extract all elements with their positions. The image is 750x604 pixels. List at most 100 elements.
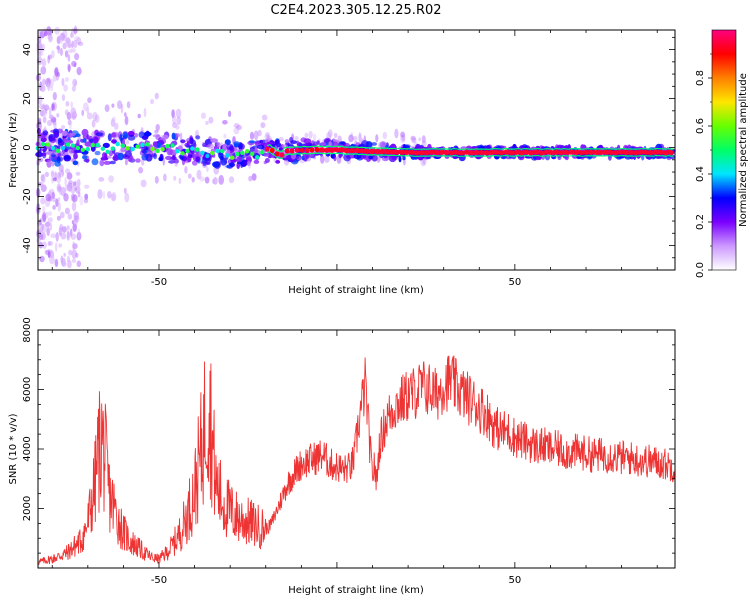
spectrogram-ridge-rim-upper bbox=[267, 144, 674, 153]
spectrogram-speckle bbox=[375, 134, 379, 143]
spectrogram-band-cell bbox=[229, 145, 234, 151]
spectrogram-band-cell bbox=[236, 156, 243, 163]
spectrogram-speckle bbox=[47, 35, 53, 40]
spectrogram-ridge-cell bbox=[150, 146, 155, 152]
spectrogram-band-cell bbox=[165, 155, 173, 161]
spectrogram-speckle bbox=[138, 166, 144, 174]
spectrogram-speckle bbox=[117, 100, 123, 109]
spectrogram-speckle bbox=[54, 242, 58, 252]
colorbar-tick-label: 0.2 bbox=[695, 214, 706, 230]
spectrogram-band-cell bbox=[195, 135, 201, 140]
spectrogram-speckle bbox=[71, 220, 75, 225]
spectrogram-band-cell bbox=[158, 156, 163, 162]
spectrogram-speckle bbox=[222, 120, 228, 125]
spectrogram-band-cell bbox=[401, 144, 405, 149]
snr-ticks: -50 50 2000 4000 6000 8000 bbox=[22, 317, 675, 586]
spectrogram-speckle bbox=[38, 30, 42, 36]
spectrogram-speckle bbox=[73, 217, 78, 227]
spectrogram-speckle bbox=[233, 127, 240, 135]
spectrogram-speckle bbox=[66, 112, 72, 120]
spectrogram-ridge-cell bbox=[220, 148, 225, 154]
figure-title: C2E4.2023.305.12.25.R02 bbox=[270, 3, 441, 18]
spectrogram-speckle bbox=[410, 135, 416, 141]
spectrogram-ridge-cell bbox=[190, 146, 195, 151]
spectrogram-speckle bbox=[52, 103, 55, 110]
spectrogram-speckle bbox=[40, 197, 45, 205]
spectrogram-speckle bbox=[304, 132, 309, 138]
spectrogram-band-cell bbox=[319, 153, 323, 157]
spectrogram-speckle bbox=[48, 114, 55, 120]
spectrogram-band-cell bbox=[191, 160, 198, 166]
spectrogram-band-cell bbox=[134, 133, 138, 138]
spectrogram-speckle bbox=[76, 260, 82, 268]
spectrogram-speckle bbox=[67, 119, 72, 126]
spectrogram-speckle bbox=[56, 183, 62, 193]
spectrogram-speckle bbox=[206, 166, 209, 173]
spectrogram-band-cell bbox=[102, 152, 107, 160]
spectrogram-x-axis-label: Height of straight line (km) bbox=[288, 285, 424, 296]
spectrogram-speckle bbox=[187, 173, 192, 179]
spectrogram-speckle bbox=[84, 193, 89, 200]
spectrogram-band-cell bbox=[41, 152, 47, 157]
spectrogram-ridge-cell bbox=[210, 150, 215, 156]
spectrogram-speckle bbox=[50, 251, 54, 259]
spectrogram-speckle bbox=[253, 130, 259, 141]
spectrogram-speckle bbox=[48, 211, 52, 216]
spectrogram-y-tick-label: 40 bbox=[22, 43, 33, 56]
spectrogram-speckle bbox=[137, 113, 141, 119]
colorbar-tick-label: 0.6 bbox=[695, 118, 706, 134]
spectrogram-ridge-cell bbox=[260, 150, 265, 155]
spectrogram-band-cell bbox=[162, 134, 169, 140]
spectrogram-speckle bbox=[57, 202, 61, 212]
spectrogram-ridge-cell bbox=[70, 143, 76, 148]
spectrogram-speckle bbox=[54, 26, 60, 35]
spectrogram-speckle bbox=[205, 120, 209, 125]
spectrogram-band-cell bbox=[72, 160, 79, 166]
colorbar-label: Normalized spectral amplitude bbox=[738, 73, 749, 227]
spectrogram-speckle bbox=[124, 158, 128, 166]
spectrogram-speckle bbox=[73, 39, 78, 49]
spectrogram-ticks: -50 50 -40 -20 0 20 40 bbox=[22, 30, 675, 288]
snr-y-tick-label: 6000 bbox=[22, 377, 33, 402]
spectrogram-speckle bbox=[57, 45, 60, 54]
spectrogram-band-cell bbox=[94, 150, 101, 156]
spectrogram-speckle bbox=[308, 130, 313, 139]
snr-panel: -50 50 2000 4000 6000 8000 Height of straight… bbox=[8, 317, 676, 596]
spectrogram-band-cell bbox=[189, 137, 194, 145]
spectrogram-speckle bbox=[191, 177, 195, 183]
spectrogram-band-cell bbox=[257, 144, 265, 150]
spectrogram-band-cell bbox=[478, 144, 484, 153]
spectrogram-band-cell bbox=[193, 142, 197, 148]
spectrogram-ridge-cell bbox=[45, 142, 51, 147]
spectrogram-ridge-cell bbox=[130, 146, 135, 152]
spectrogram-band-cell bbox=[152, 134, 160, 138]
spectrogram-speckle bbox=[81, 109, 84, 117]
spectrogram-speckle bbox=[71, 249, 78, 259]
spectrogram-speckle bbox=[251, 173, 257, 181]
spectrogram-band-cell bbox=[117, 152, 125, 161]
spectrogram-band-cell bbox=[224, 139, 231, 146]
spectrogram-speckle bbox=[150, 98, 154, 105]
spectrogram-band-cell bbox=[278, 143, 282, 151]
spectrogram-speckle bbox=[94, 114, 100, 123]
spectrogram-band-cell bbox=[402, 155, 406, 161]
spectrogram-band-cell bbox=[111, 132, 117, 138]
spectrogram-ridge-cell bbox=[55, 148, 61, 153]
colorbar-tick-label: 0.8 bbox=[695, 70, 706, 86]
snr-y-tick-label: 2000 bbox=[22, 496, 33, 521]
spectrogram-speckle bbox=[70, 115, 76, 120]
spectrogram-speckle bbox=[53, 121, 57, 131]
spectrogram-speckle bbox=[421, 135, 426, 144]
spectrogram-speckle bbox=[39, 255, 45, 263]
spectrogram-speckle bbox=[348, 134, 354, 143]
spectrogram-speckle bbox=[67, 260, 72, 269]
spectrogram-speckle bbox=[143, 107, 147, 118]
spectrogram-speckle bbox=[70, 233, 77, 240]
spectrogram-band-cell bbox=[195, 151, 200, 157]
spectrogram-speckle bbox=[45, 211, 49, 219]
spectrogram-band-cell bbox=[624, 153, 632, 160]
spectrogram-band-cell bbox=[264, 158, 270, 163]
spectrogram-speckle bbox=[175, 125, 180, 130]
spectrogram-speckle bbox=[40, 110, 45, 117]
spectrogram-ridge-cell bbox=[304, 147, 310, 153]
